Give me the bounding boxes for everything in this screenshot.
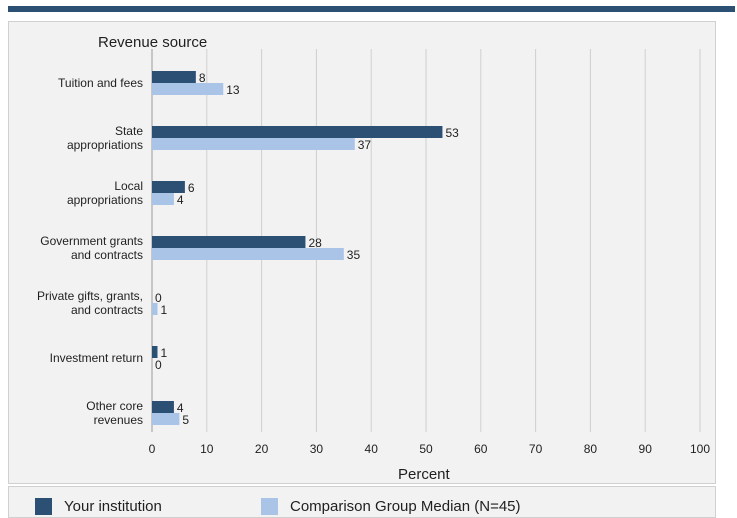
x-tick-label: 70 bbox=[529, 442, 543, 456]
legend-item-comparison-median: Comparison Group Median (N=45) bbox=[261, 497, 521, 515]
x-tick-label: 80 bbox=[584, 442, 598, 456]
data-label: 4 bbox=[177, 401, 184, 415]
category-label: Local bbox=[114, 179, 143, 193]
data-label: 4 bbox=[177, 193, 184, 207]
x-tick-label: 40 bbox=[365, 442, 379, 456]
legend-swatch-your-institution bbox=[35, 497, 52, 515]
chart-panel bbox=[8, 21, 716, 484]
legend-label-comparison-median: Comparison Group Median (N=45) bbox=[290, 497, 521, 515]
x-tick-label: 20 bbox=[255, 442, 269, 456]
bar-your-institution bbox=[152, 71, 196, 83]
x-tick-label: 50 bbox=[419, 442, 433, 456]
bar-comparison-median bbox=[152, 138, 355, 150]
data-label: 53 bbox=[445, 126, 459, 140]
x-tick-label: 100 bbox=[690, 442, 710, 456]
legend-item-your-institution: Your institution bbox=[35, 497, 162, 515]
legend: Your institution Comparison Group Median… bbox=[8, 486, 716, 518]
x-tick-label: 90 bbox=[639, 442, 653, 456]
bar-comparison-median bbox=[152, 413, 180, 425]
category-label: and contracts bbox=[71, 303, 143, 317]
data-label: 8 bbox=[199, 71, 206, 85]
category-label: and contracts bbox=[71, 248, 143, 262]
bar-your-institution bbox=[152, 401, 174, 413]
bar-comparison-median bbox=[152, 303, 158, 315]
bar-comparison-median bbox=[152, 83, 224, 95]
data-label: 0 bbox=[155, 358, 162, 372]
bar-your-institution bbox=[152, 126, 443, 138]
data-label: 28 bbox=[308, 236, 322, 250]
bar-comparison-median bbox=[152, 248, 344, 260]
bar-your-institution bbox=[152, 346, 158, 358]
data-label: 0 bbox=[155, 291, 162, 305]
bar-your-institution bbox=[152, 236, 306, 248]
x-tick-label: 10 bbox=[200, 442, 214, 456]
data-label: 35 bbox=[347, 248, 361, 262]
x-tick-label: 60 bbox=[474, 442, 488, 456]
x-tick-label: 30 bbox=[310, 442, 324, 456]
bar-your-institution bbox=[152, 181, 185, 193]
bar-comparison-median bbox=[152, 193, 174, 205]
category-label: appropriations bbox=[67, 193, 143, 207]
category-label: Investment return bbox=[50, 351, 143, 365]
header-rule bbox=[8, 6, 735, 12]
data-label: 1 bbox=[160, 303, 167, 317]
legend-swatch-comparison-median bbox=[261, 497, 278, 515]
category-label: Tuition and fees bbox=[58, 76, 143, 90]
category-label: appropriations bbox=[67, 138, 143, 152]
data-label: 5 bbox=[182, 413, 189, 427]
category-axis-title: Revenue source bbox=[98, 34, 208, 51]
category-label: Private gifts, grants, bbox=[37, 289, 143, 303]
category-label: State bbox=[115, 124, 143, 138]
category-label: Other core bbox=[86, 399, 143, 413]
x-tick-label: 0 bbox=[149, 442, 156, 456]
data-label: 6 bbox=[188, 181, 195, 195]
data-label: 1 bbox=[160, 346, 167, 360]
legend-label-your-institution: Your institution bbox=[64, 497, 162, 515]
data-label: 37 bbox=[358, 138, 372, 152]
category-label: Government grants bbox=[40, 234, 143, 248]
category-label: revenues bbox=[94, 413, 143, 427]
x-axis-title: Percent bbox=[398, 466, 450, 483]
data-label: 13 bbox=[226, 83, 240, 97]
